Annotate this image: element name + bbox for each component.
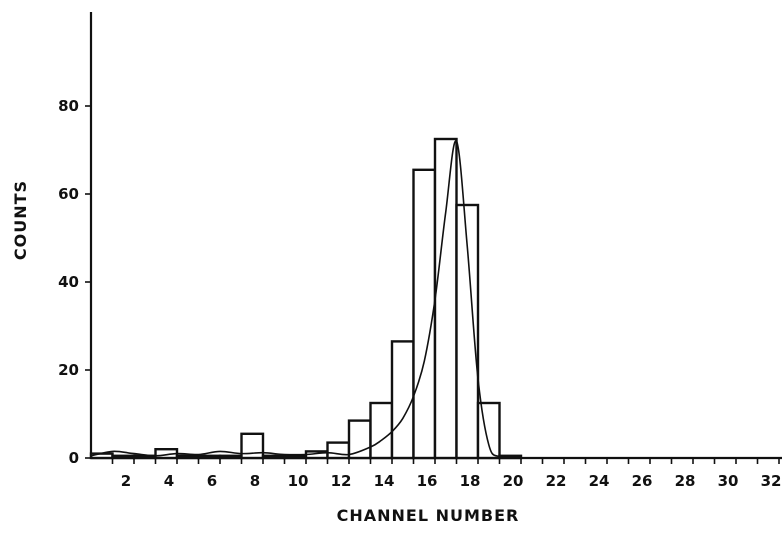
bar-channel-19 (476, 401, 501, 460)
x-tick-label-12: 12 (331, 472, 352, 490)
x-tick-label-2: 2 (121, 472, 131, 490)
bar-channel-10 (283, 454, 308, 460)
x-tick-label-22: 22 (546, 472, 567, 490)
x-tick-label-26: 26 (632, 472, 653, 490)
bar-channel-9 (261, 454, 286, 460)
bar-channel-12 (326, 441, 351, 460)
y-tick-label-40: 40 (58, 273, 79, 291)
x-tick-group: 2 4 6 8 10 12 14 16 18 20 22 24 26 28 30 32 (111, 458, 782, 490)
x-tick-label-30: 30 (718, 472, 739, 490)
bar-group (89, 137, 523, 460)
x-tick-label-18: 18 (460, 472, 481, 490)
x-tick-label-14: 14 (374, 472, 395, 490)
bar-channel-17 (433, 137, 458, 460)
bar-channel-6 (197, 454, 222, 460)
fit-curve (90, 140, 779, 459)
bar-channel-16 (412, 168, 437, 460)
x-tick-label-16: 16 (417, 472, 438, 490)
y-tick-group: 0 20 40 60 80 (58, 97, 91, 467)
bar-channel-13 (347, 419, 372, 460)
bar-channel-2 (111, 454, 136, 460)
x-tick-label-24: 24 (589, 472, 610, 490)
x-tick-label-8: 8 (250, 472, 260, 490)
y-tick-label-0: 0 (69, 449, 79, 467)
bar-channel-8 (240, 432, 265, 460)
x-tick-label-20: 20 (503, 472, 524, 490)
x-axis-title: CHANNEL NUMBER (337, 506, 520, 525)
bar-channel-15 (390, 340, 415, 460)
bar-channel-5 (175, 454, 200, 460)
x-tick-label-4: 4 (164, 472, 174, 490)
y-tick-label-80: 80 (58, 97, 79, 115)
bar-channel-7 (218, 454, 243, 460)
x-tick-label-32: 32 (761, 472, 782, 490)
x-tick-label-10: 10 (288, 472, 309, 490)
bar-channel-14 (369, 401, 394, 460)
y-tick-label-20: 20 (58, 361, 79, 379)
bar-channel-18 (455, 203, 480, 460)
x-tick-label-6: 6 (207, 472, 217, 490)
x-tick-label-28: 28 (675, 472, 696, 490)
y-axis-title: COUNTS (11, 180, 30, 260)
y-tick-label-60: 60 (58, 185, 79, 203)
